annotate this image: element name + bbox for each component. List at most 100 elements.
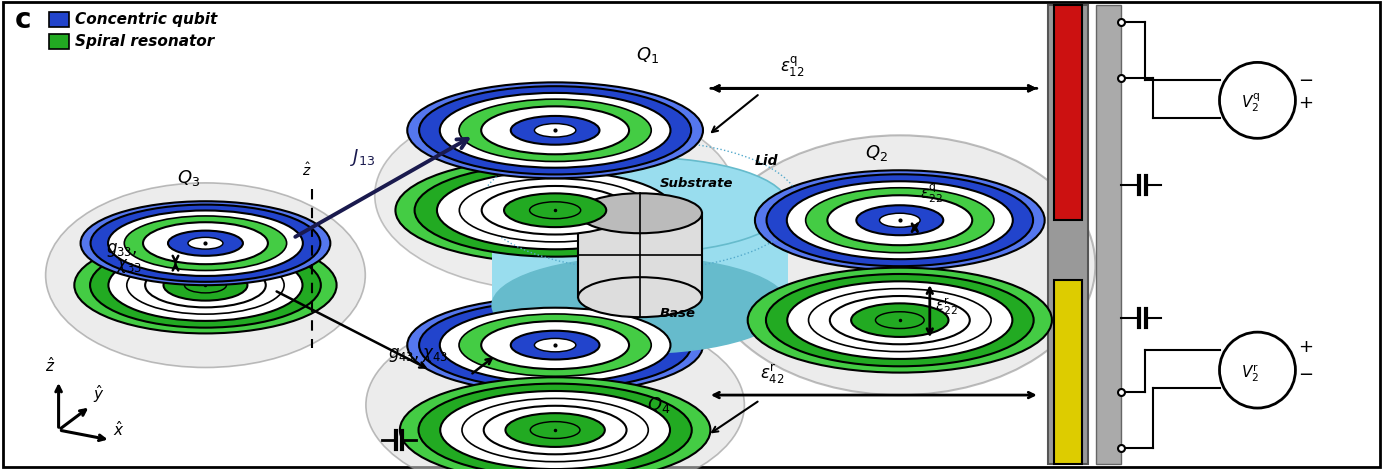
Text: $\hat{z}$: $\hat{z}$ xyxy=(44,356,55,375)
Text: $g_{33},$: $g_{33},$ xyxy=(105,241,137,259)
Ellipse shape xyxy=(400,377,711,469)
Ellipse shape xyxy=(419,86,692,174)
Bar xyxy=(48,13,69,27)
Bar xyxy=(1054,280,1082,464)
Text: $g_{43},\chi_{43}$: $g_{43},\chi_{43}$ xyxy=(389,346,448,364)
Ellipse shape xyxy=(492,157,788,253)
Ellipse shape xyxy=(851,303,949,337)
Bar xyxy=(48,34,69,49)
Ellipse shape xyxy=(366,309,744,469)
Bar xyxy=(1054,6,1082,220)
Ellipse shape xyxy=(184,278,227,293)
Text: $-$: $-$ xyxy=(1299,70,1314,88)
Ellipse shape xyxy=(484,406,626,454)
Ellipse shape xyxy=(80,201,331,285)
Ellipse shape xyxy=(440,308,671,383)
Text: $\hat{z}$: $\hat{z}$ xyxy=(301,162,311,179)
Ellipse shape xyxy=(481,106,629,154)
Ellipse shape xyxy=(459,99,651,161)
Ellipse shape xyxy=(90,243,321,328)
Ellipse shape xyxy=(1220,62,1296,138)
Text: $\hat{x}$: $\hat{x}$ xyxy=(112,420,124,439)
Ellipse shape xyxy=(407,297,703,393)
Ellipse shape xyxy=(108,211,303,276)
Ellipse shape xyxy=(766,274,1033,366)
Ellipse shape xyxy=(827,195,972,245)
Ellipse shape xyxy=(510,331,599,360)
Ellipse shape xyxy=(875,312,924,328)
Ellipse shape xyxy=(787,281,1012,359)
Ellipse shape xyxy=(830,296,969,344)
Bar xyxy=(492,205,788,305)
Ellipse shape xyxy=(492,257,788,353)
Ellipse shape xyxy=(704,136,1095,395)
Ellipse shape xyxy=(46,183,365,368)
Text: $V^{\rm r}_2$: $V^{\rm r}_2$ xyxy=(1242,362,1260,384)
Ellipse shape xyxy=(530,202,581,219)
Ellipse shape xyxy=(1220,332,1296,408)
Ellipse shape xyxy=(124,216,286,271)
Text: $\chi_{33}$: $\chi_{33}$ xyxy=(116,257,142,275)
Ellipse shape xyxy=(505,413,604,447)
Ellipse shape xyxy=(510,116,599,145)
Ellipse shape xyxy=(419,301,692,389)
Ellipse shape xyxy=(578,277,703,317)
Ellipse shape xyxy=(856,205,943,235)
Ellipse shape xyxy=(440,391,669,469)
Ellipse shape xyxy=(163,270,248,301)
Text: $V^{\rm q}_2$: $V^{\rm q}_2$ xyxy=(1242,91,1261,114)
Text: $+$: $+$ xyxy=(1299,94,1314,113)
Ellipse shape xyxy=(396,158,715,263)
Ellipse shape xyxy=(167,231,243,256)
Text: $J_{13}$: $J_{13}$ xyxy=(350,147,376,168)
Text: Spiral resonator: Spiral resonator xyxy=(75,34,214,49)
Ellipse shape xyxy=(437,171,674,250)
Ellipse shape xyxy=(90,204,321,282)
Bar xyxy=(1095,6,1120,464)
Ellipse shape xyxy=(809,288,992,352)
Ellipse shape xyxy=(503,193,606,227)
Text: Substrate: Substrate xyxy=(660,177,733,190)
Ellipse shape xyxy=(578,193,703,233)
Text: $Q_2$: $Q_2$ xyxy=(864,144,888,163)
Ellipse shape xyxy=(142,222,268,264)
Text: $\varepsilon^{\rm r}_{22}$: $\varepsilon^{\rm r}_{22}$ xyxy=(935,295,957,317)
Ellipse shape xyxy=(534,124,575,137)
Ellipse shape xyxy=(145,263,266,307)
Ellipse shape xyxy=(440,93,671,168)
Ellipse shape xyxy=(459,179,651,242)
Ellipse shape xyxy=(108,250,303,321)
Ellipse shape xyxy=(415,164,696,257)
Text: $Q_1$: $Q_1$ xyxy=(636,45,660,65)
Bar xyxy=(578,213,703,297)
Text: Lid: Lid xyxy=(755,154,779,168)
Ellipse shape xyxy=(787,182,1012,259)
Text: $Q_3$: $Q_3$ xyxy=(177,168,201,188)
Text: $\varepsilon^{\rm r}_{42}$: $\varepsilon^{\rm r}_{42}$ xyxy=(759,363,784,386)
Ellipse shape xyxy=(755,170,1044,270)
Text: $+$: $+$ xyxy=(1299,338,1314,356)
Text: $\hat{y}$: $\hat{y}$ xyxy=(93,383,104,405)
Ellipse shape xyxy=(481,321,629,369)
Ellipse shape xyxy=(459,314,651,376)
Text: c: c xyxy=(15,7,32,34)
Ellipse shape xyxy=(407,83,703,178)
Ellipse shape xyxy=(188,237,223,249)
Text: $\varepsilon^{\rm q}_{12}$: $\varepsilon^{\rm q}_{12}$ xyxy=(780,54,805,79)
Ellipse shape xyxy=(530,422,579,439)
Ellipse shape xyxy=(75,237,336,333)
Ellipse shape xyxy=(481,186,629,234)
Text: Base: Base xyxy=(660,307,696,320)
Ellipse shape xyxy=(766,174,1033,266)
Ellipse shape xyxy=(880,213,920,227)
Ellipse shape xyxy=(127,256,284,314)
Bar xyxy=(1048,6,1087,464)
Text: Concentric qubit: Concentric qubit xyxy=(75,12,217,27)
Text: $Q_4$: $Q_4$ xyxy=(647,395,671,415)
Text: $\varepsilon^{\rm q}_{22}$: $\varepsilon^{\rm q}_{22}$ xyxy=(920,182,942,205)
Ellipse shape xyxy=(375,99,736,291)
Ellipse shape xyxy=(806,188,994,253)
Ellipse shape xyxy=(419,384,692,469)
Ellipse shape xyxy=(534,339,575,352)
Ellipse shape xyxy=(462,398,649,461)
